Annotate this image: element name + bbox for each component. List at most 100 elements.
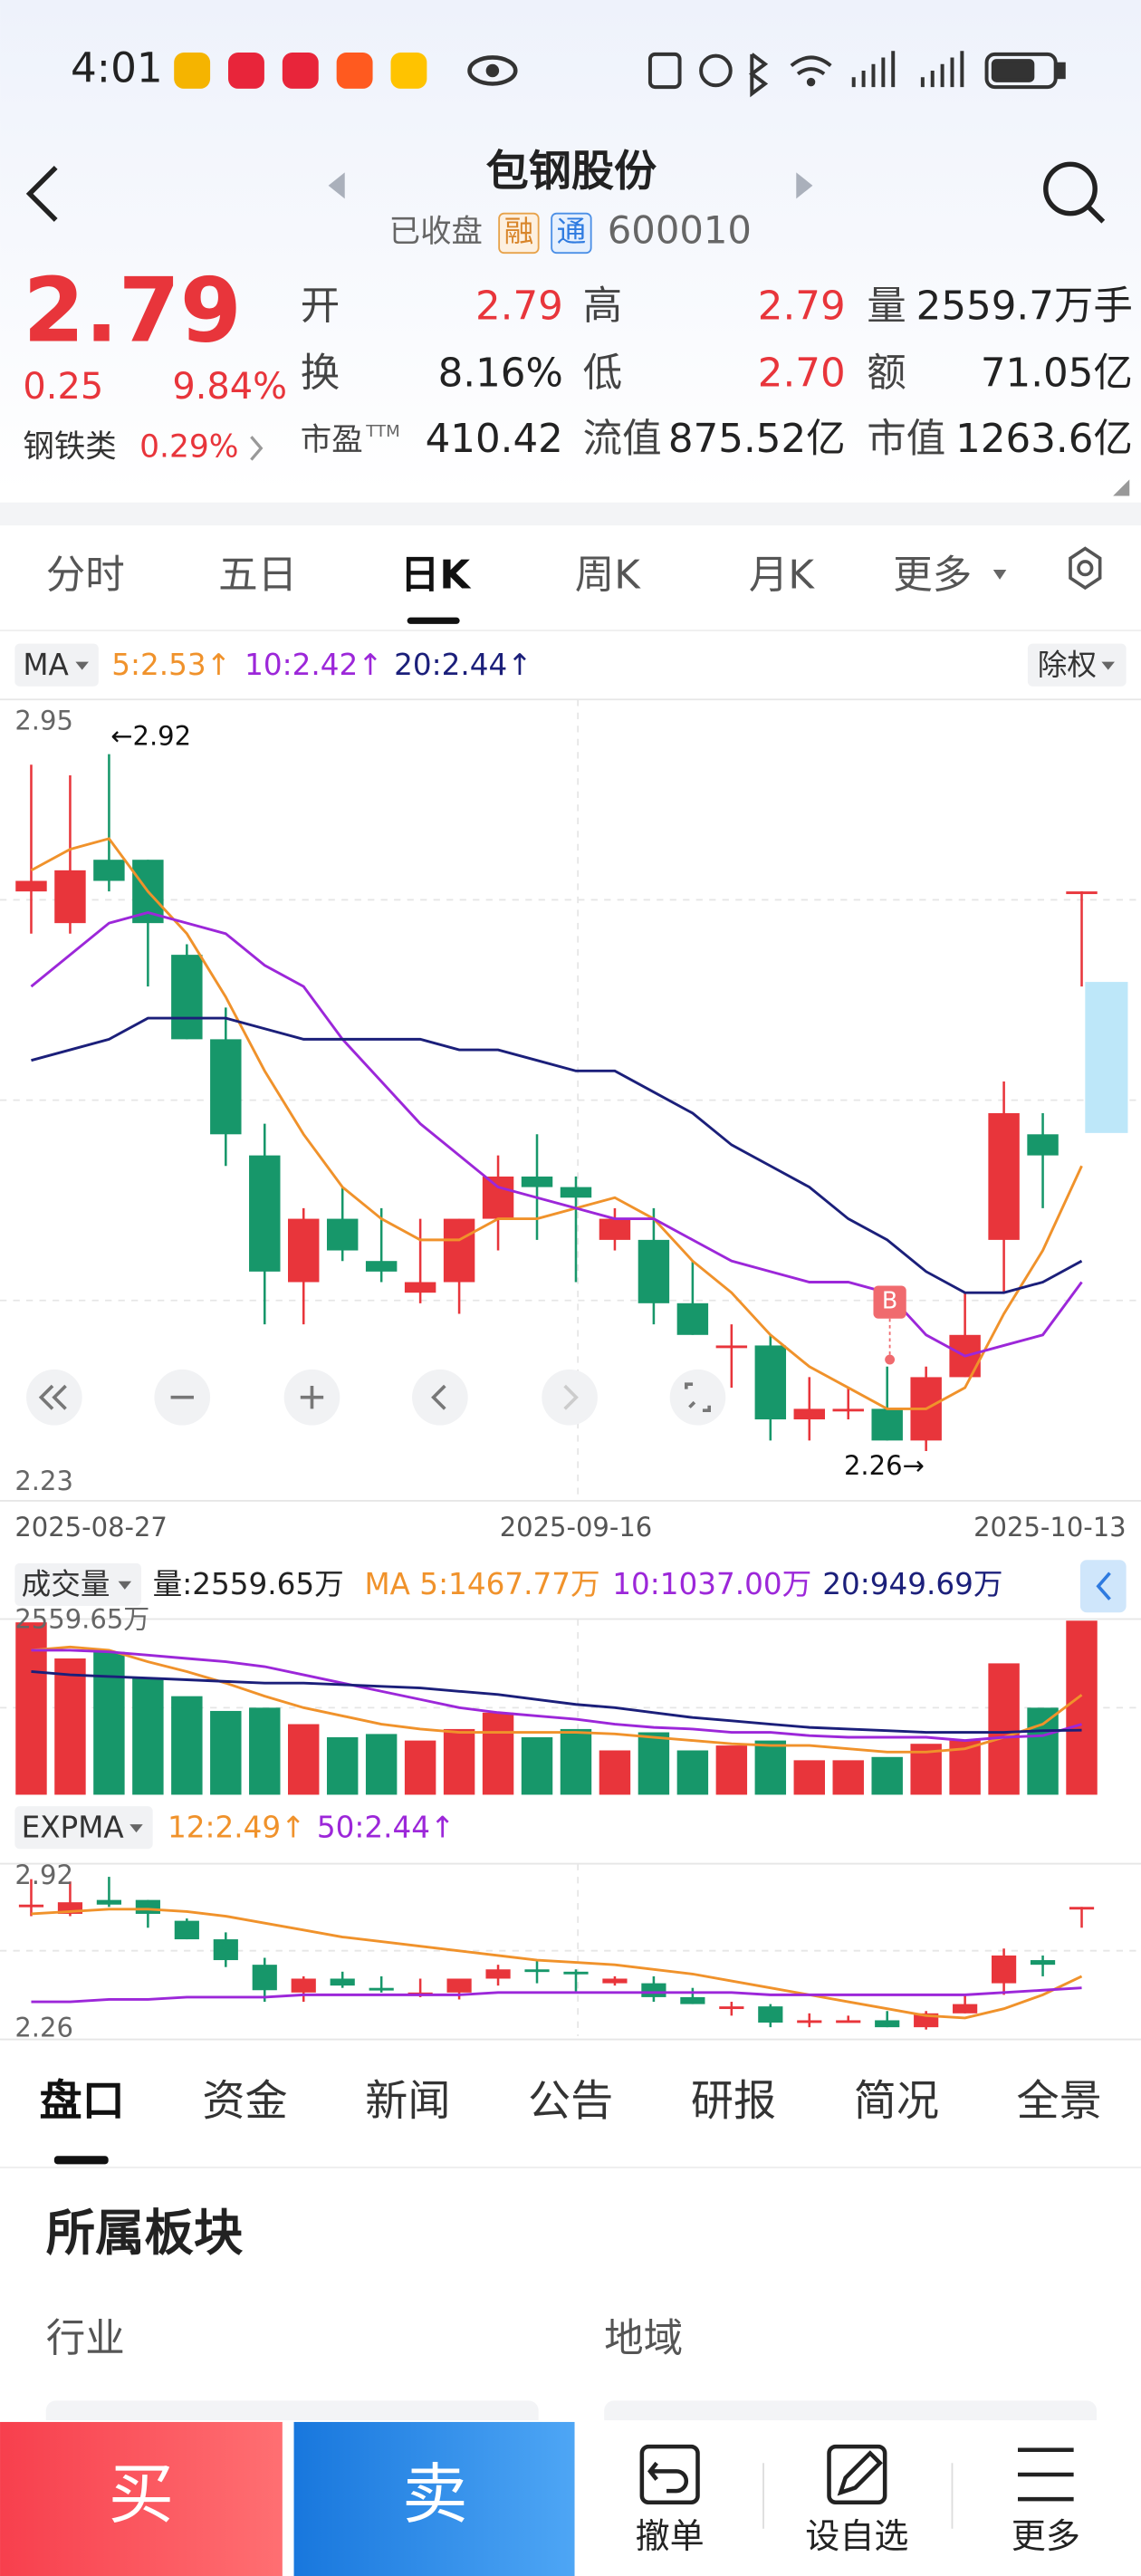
detail-tab[interactable]: 盘口 [40, 2076, 125, 2126]
sector-arrow[interactable] [250, 436, 264, 461]
detail-tab[interactable]: 公告 [528, 2076, 613, 2126]
action-label[interactable]: 撤单 [636, 2516, 705, 2556]
price-change-pct: 9.84% [172, 366, 287, 408]
period-tab[interactable]: 五日 [218, 553, 297, 599]
action-label[interactable]: 更多 [1012, 2516, 1080, 2556]
candle-body [54, 870, 86, 924]
legend-entry: 10:1037.00万 [612, 1567, 811, 1601]
stock-code: 600010 [608, 207, 752, 252]
sector-pct: 0.29% [139, 428, 238, 465]
candle-body [135, 1899, 160, 1914]
stat-value: 2.79 [475, 284, 563, 329]
chart-nav-buttons[interactable] [26, 1369, 726, 1426]
stat-value: 2.79 [758, 284, 846, 329]
sector-name[interactable]: 钢铁类 [23, 428, 116, 465]
stat-label: 市值 [867, 417, 945, 462]
expma-grid [0, 1862, 1141, 2041]
expand-corner[interactable] [1113, 479, 1130, 496]
back-button[interactable] [25, 165, 58, 222]
sell-label: 卖 [402, 2457, 468, 2533]
candle-body [369, 1987, 394, 1991]
stat-label-sup: TTM [365, 422, 399, 441]
stat-value: 71.05亿 [981, 351, 1133, 397]
legend-entry: MA 5:1467.77万 [364, 1567, 599, 1601]
volume-bar [93, 1651, 125, 1795]
action-label[interactable]: 设自选 [805, 2516, 908, 2556]
y-tick-label: 2.23 [14, 1466, 73, 1496]
candle-body [213, 1939, 238, 1961]
candle-body [793, 1408, 825, 1420]
market-status: 已收盘 [389, 214, 483, 250]
next-stock[interactable] [796, 172, 813, 199]
candle-body [93, 860, 125, 881]
stock-name: 包钢股份 [486, 147, 657, 197]
legend-entry: 20:2.44↑ [394, 648, 532, 682]
stat-value: 1263.6亿 [955, 417, 1133, 462]
tag-margin: 融 [504, 214, 534, 248]
prev-stock[interactable] [328, 172, 345, 199]
stat-label: 换 [301, 351, 340, 397]
expma-title: EXPMA [22, 1811, 125, 1845]
legend-entry: 50:2.44↑ [317, 1811, 455, 1845]
indicator-caret [75, 661, 89, 670]
candle-body [446, 1978, 472, 1993]
kline-chart: 2025-08-27 2025-09-16 2025-10-13 ←2.92 2.26→… [14, 706, 1126, 1543]
y-tick-label: 2.95 [14, 706, 73, 736]
volume-caret [118, 1581, 132, 1590]
candle-body [18, 1904, 44, 1908]
candle-body [443, 1218, 475, 1283]
x-tick-label: 2025-08-27 [14, 1512, 168, 1543]
volume-title: 成交量 [22, 1567, 110, 1601]
sell-button[interactable] [293, 2421, 575, 2576]
candle-body [602, 1978, 628, 1984]
volume-bar [365, 1734, 398, 1795]
candle-body [485, 1969, 511, 1979]
volume-bar [443, 1728, 475, 1795]
detail-tab[interactable]: 研报 [691, 2076, 776, 2126]
volume-bar [793, 1760, 825, 1795]
stat-label: 量 [867, 284, 906, 329]
search-button[interactable] [1043, 161, 1106, 224]
legend-entry: 12:2.49↑ [168, 1811, 305, 1845]
period-tab[interactable]: 月K [749, 553, 815, 599]
buy-button[interactable] [0, 2421, 283, 2576]
period-tab[interactable]: 周K [575, 553, 641, 599]
max-annotation: ←2.92 [110, 720, 191, 751]
adjust-label: 除权 [1038, 648, 1097, 682]
candle-body [326, 1218, 359, 1251]
section-label: 地域 [604, 2317, 683, 2362]
candle-body [953, 2004, 978, 2014]
period-tab[interactable]: 日K [400, 553, 472, 599]
stat-label: 流值 [583, 417, 662, 462]
detail-tab[interactable]: 全景 [1017, 2076, 1102, 2126]
candle-body [365, 1261, 398, 1272]
limit-zone [1085, 982, 1128, 1133]
expma-box[interactable] [14, 1806, 153, 1850]
action-icons[interactable] [639, 2444, 1074, 2505]
volume-bar [676, 1750, 709, 1795]
settings-button[interactable] [1069, 546, 1102, 591]
indicator-box[interactable] [14, 643, 99, 687]
detail-tab[interactable]: 新闻 [365, 2076, 450, 2126]
adjust-box[interactable] [1027, 643, 1127, 687]
stat-value: 875.52亿 [668, 417, 846, 462]
stat-value: 2.70 [758, 351, 846, 397]
candle-body [638, 1239, 670, 1303]
ma-line [31, 1648, 1082, 1743]
detail-tabs: 盘口 资金 新闻 公告 研报 简况 全景 [40, 2076, 1102, 2126]
period-tab[interactable]: 更多 [893, 553, 972, 599]
period-tab[interactable]: 分时 [46, 553, 125, 599]
ma-line [30, 837, 1083, 1410]
volume-box[interactable] [14, 1562, 141, 1606]
collapse-button[interactable] [1079, 1560, 1127, 1613]
candle-body [680, 1996, 705, 2004]
candle-body [1027, 1134, 1059, 1156]
candle-body [832, 1408, 864, 1412]
volume-bar [638, 1732, 670, 1795]
detail-tab[interactable]: 简况 [854, 2076, 939, 2126]
detail-tab[interactable]: 资金 [202, 2076, 287, 2126]
volume-bar [754, 1740, 787, 1795]
period-tabs: 分时 五日 日K 周K 月K 更多 [46, 553, 972, 599]
candle-body [482, 1176, 514, 1219]
